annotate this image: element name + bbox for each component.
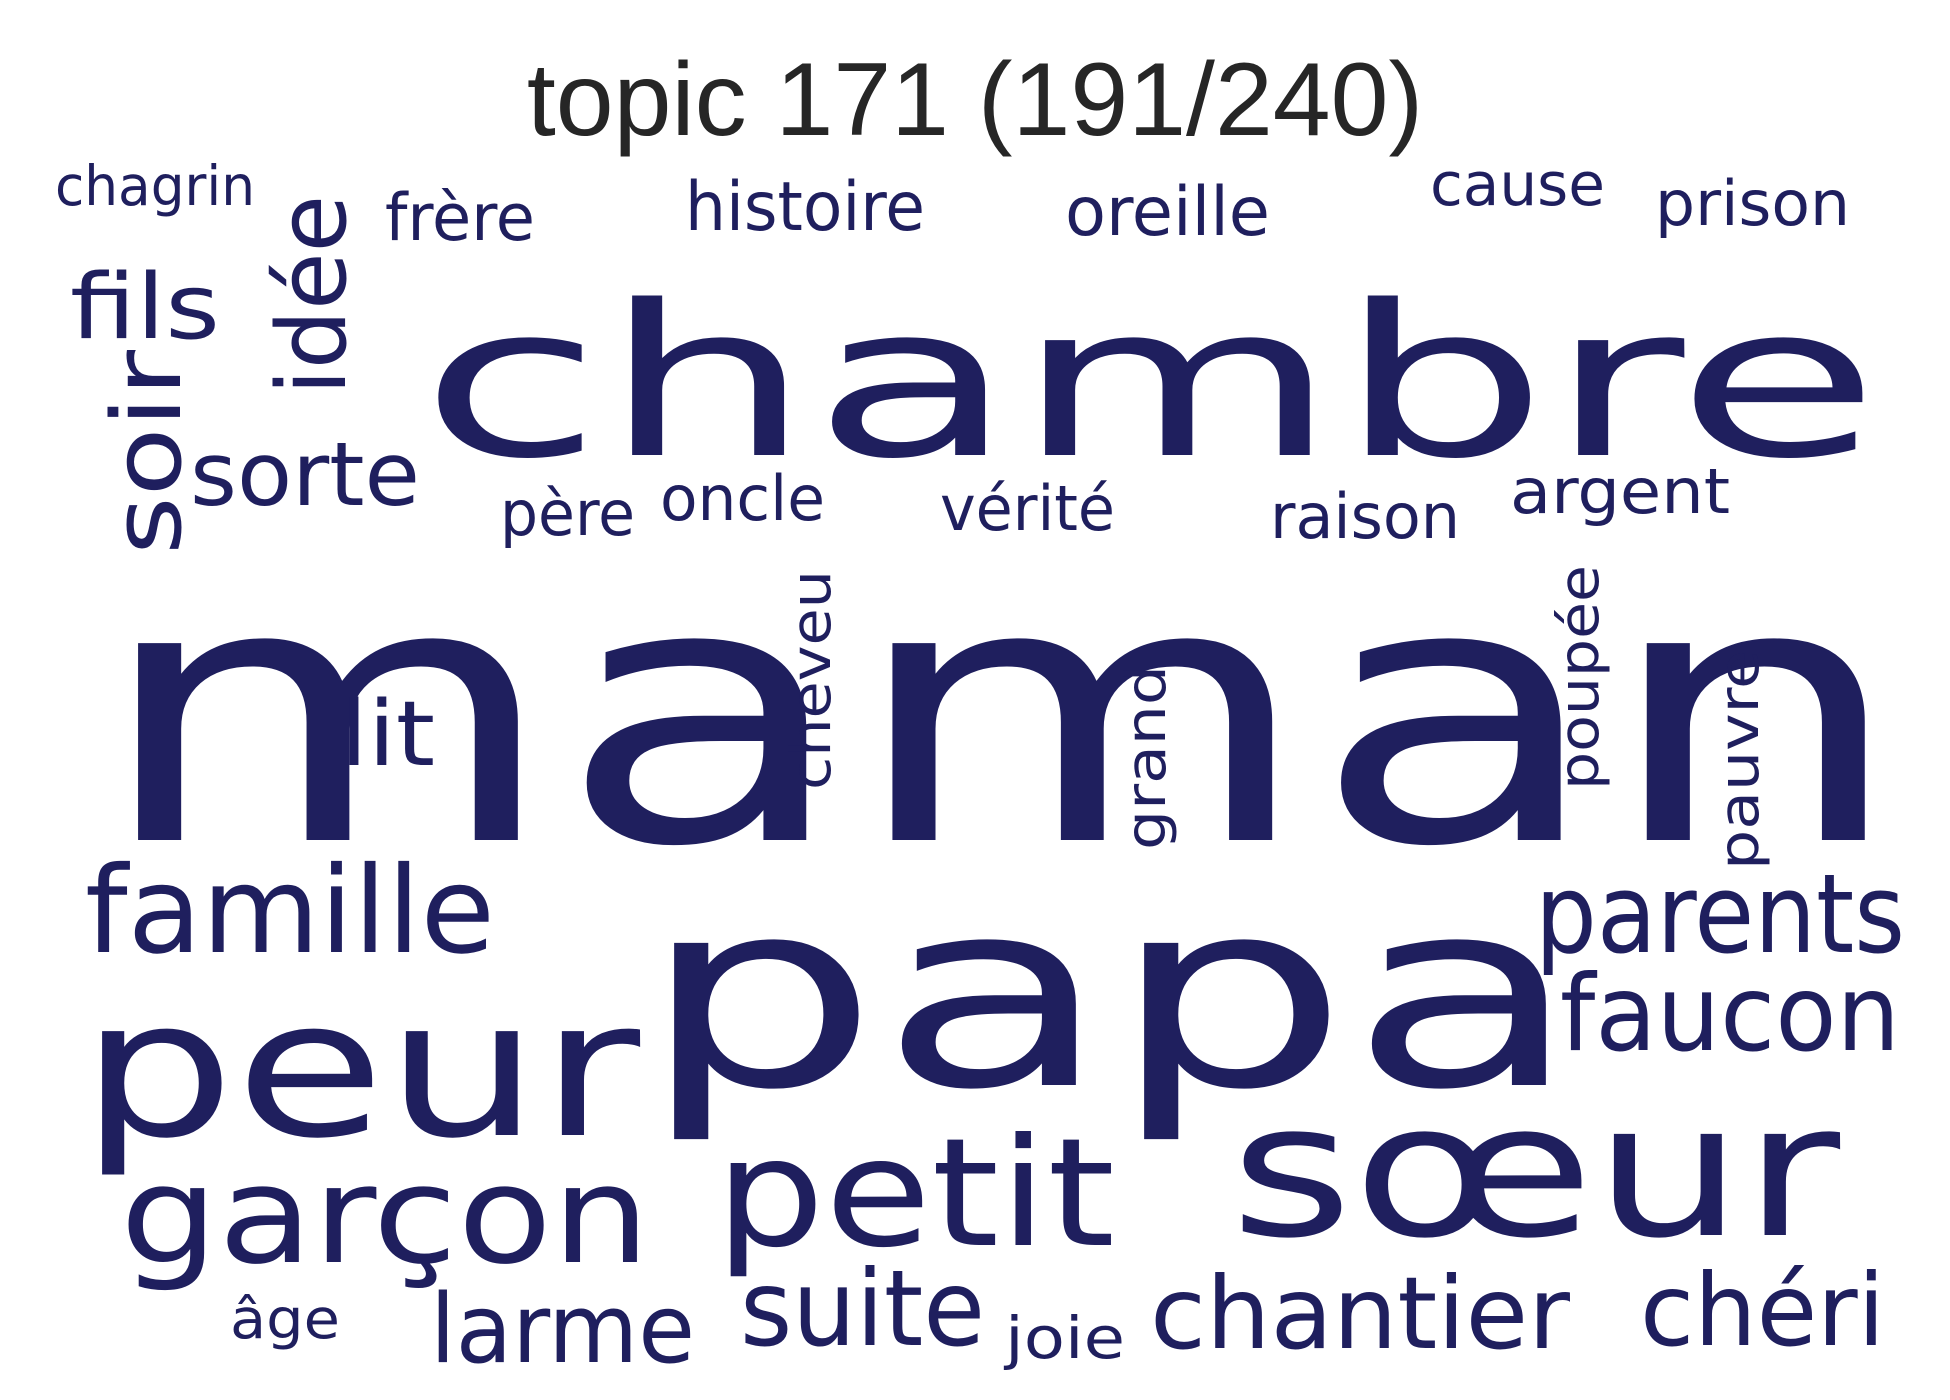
word-2: papa [640, 845, 1580, 1147]
word-27: oncle [660, 462, 825, 535]
word-29: raison [1270, 480, 1460, 553]
word-24: cause [1430, 150, 1605, 220]
word-16: fils [70, 255, 220, 360]
word-10: faucon [1560, 953, 1900, 1075]
word-21: oreille [1065, 173, 1270, 252]
word-5: sœur [1230, 1063, 1841, 1279]
word-9: parents [1535, 850, 1905, 978]
word-33: poupée [1547, 565, 1611, 790]
word-35: âge [230, 1287, 340, 1351]
word-6: petit [715, 1107, 1115, 1281]
word-23: prison [1655, 167, 1850, 240]
word-4: peur [80, 959, 641, 1180]
word-32: grand [1114, 665, 1178, 850]
word-25: chagrin [55, 154, 255, 218]
word-20: histoire [685, 168, 925, 247]
word-13: chéri [1640, 1252, 1885, 1369]
word-3: chambre [420, 260, 1880, 505]
word-28: vérité [940, 472, 1115, 545]
word-12: chantier [1150, 1255, 1571, 1372]
word-22: frère [385, 181, 535, 256]
word-11: suite [740, 1248, 985, 1370]
word-26: père [500, 477, 635, 550]
word-34: pauvre [1707, 650, 1771, 870]
word-1: maman [95, 506, 1905, 925]
word-36: joie [1004, 1304, 1125, 1372]
word-17: soir [93, 349, 203, 555]
word-18: sorte [190, 423, 420, 526]
word-19: lit [340, 682, 435, 787]
word-14: larme [430, 1275, 695, 1385]
word-15: idée [258, 195, 368, 395]
figure-title: topic 171 (191/240) [526, 42, 1424, 158]
word-8: famille [85, 842, 495, 981]
word-31: cheveu [779, 570, 843, 790]
word-7: garçon [120, 1137, 650, 1294]
word-30: argent [1510, 455, 1730, 528]
